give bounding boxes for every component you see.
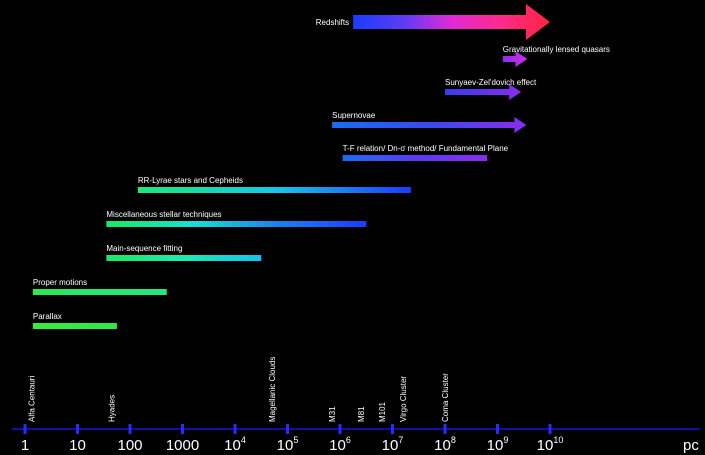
axis-tick-label: 1000 bbox=[166, 437, 199, 454]
method-arrow bbox=[445, 84, 522, 100]
axis-tick-label: 10 bbox=[69, 437, 86, 454]
method-label: Parallax bbox=[33, 312, 62, 321]
axis-unit-label: pc bbox=[683, 437, 699, 454]
axis-tick-label: 105 bbox=[277, 435, 299, 454]
method-label: T-F relation/ Dn-σ method/ Fundamental P… bbox=[343, 144, 509, 153]
method-label: Redshifts bbox=[316, 18, 349, 27]
axis-tick-mark bbox=[233, 424, 237, 434]
method-label: RR-Lyrae stars and Cepheids bbox=[138, 176, 243, 185]
method-bar bbox=[342, 155, 487, 161]
object-label: Magellanic Clouds bbox=[268, 357, 277, 422]
object-labels: Alfa Centauri Hyades Magellanic Clouds M31 M… bbox=[27, 357, 450, 422]
method-label: Sunyaev-Zel'dovich effect bbox=[445, 78, 537, 87]
method-label: Supernovae bbox=[332, 111, 376, 120]
method-bar bbox=[32, 323, 117, 329]
method-label: Miscellaneous stellar techniques bbox=[106, 210, 221, 219]
method-arrow bbox=[502, 51, 528, 67]
axis-tick-label: 100 bbox=[117, 437, 142, 454]
axis-tick-label: 109 bbox=[487, 435, 509, 454]
axis-tick-mark bbox=[443, 424, 447, 434]
method-label: Main-sequence fitting bbox=[106, 244, 182, 253]
axis-tick-mark bbox=[391, 424, 394, 434]
method-arrow bbox=[332, 117, 527, 133]
method-bar bbox=[106, 255, 262, 261]
object-label: Hyades bbox=[108, 395, 117, 422]
method-label: Proper motions bbox=[33, 278, 87, 287]
axis-tick-mark bbox=[76, 424, 79, 434]
axis-tick-mark bbox=[128, 424, 132, 434]
object-label: M81 bbox=[357, 406, 366, 422]
axis-ticks: 1 10 100 1000 104 105 106 107 108 109 1010 bbox=[21, 424, 564, 454]
object-label: M31 bbox=[328, 406, 337, 422]
object-label: M101 bbox=[378, 401, 387, 422]
object-label: Virgo Cluster bbox=[399, 376, 408, 422]
axis-tick-mark bbox=[181, 424, 184, 434]
method-bar bbox=[137, 187, 411, 193]
axis-tick-mark bbox=[23, 424, 27, 434]
axis-tick-label: 104 bbox=[224, 435, 246, 454]
axis-tick-mark bbox=[338, 424, 342, 434]
axis-tick-label: 1010 bbox=[537, 435, 564, 454]
axis-tick-label: 107 bbox=[382, 435, 404, 454]
object-label: Alfa Centauri bbox=[27, 376, 36, 422]
method-bars: Redshifts Gravitationally lensed quasars S… bbox=[32, 4, 610, 329]
method-label: Gravitationally lensed quasars bbox=[503, 45, 610, 54]
method-arrow bbox=[353, 4, 550, 40]
axis-tick-mark bbox=[496, 424, 499, 434]
axis-tick-mark bbox=[548, 424, 552, 434]
axis-tick-label: 108 bbox=[434, 435, 456, 454]
axis-tick-label: 1 bbox=[21, 437, 29, 454]
method-bar bbox=[106, 221, 367, 227]
object-label: Coma Cluster bbox=[441, 373, 450, 422]
axis-tick-mark bbox=[286, 424, 289, 434]
axis-tick-label: 106 bbox=[329, 435, 351, 454]
method-bar bbox=[32, 289, 167, 295]
